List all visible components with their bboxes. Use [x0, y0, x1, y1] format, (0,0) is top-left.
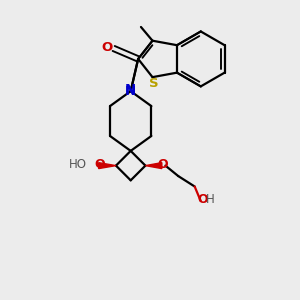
Polygon shape: [146, 163, 162, 169]
Text: O: O: [197, 193, 208, 206]
Text: O: O: [158, 158, 168, 171]
Text: S: S: [149, 77, 159, 90]
Text: H: H: [206, 193, 214, 206]
Text: N: N: [125, 83, 136, 96]
Text: N: N: [125, 85, 136, 98]
Text: HO: HO: [69, 158, 87, 171]
Text: O: O: [101, 41, 113, 54]
Text: O: O: [94, 158, 105, 171]
Polygon shape: [99, 163, 116, 169]
